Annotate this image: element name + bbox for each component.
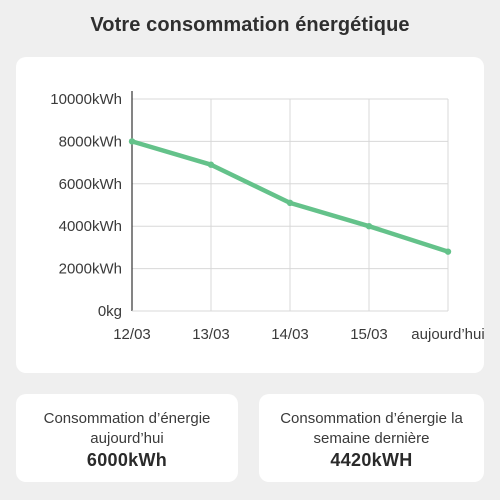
- x-tick-label: 15/03: [350, 326, 388, 343]
- today-consumption-label: Consommation d’énergie aujourd’hui: [43, 410, 211, 447]
- today-consumption-card: Consommation d’énergie aujourd’hui 6000k…: [16, 394, 238, 482]
- data-point: [365, 223, 373, 230]
- y-tick-label: 6000kWh: [59, 176, 122, 193]
- data-point: [286, 199, 294, 207]
- page-title: Votre consommation énergétique: [90, 14, 410, 36]
- y-tick-label: 2000kWh: [59, 261, 122, 278]
- x-tick-label: aujourd’hui: [411, 326, 484, 343]
- data-point: [128, 138, 136, 145]
- today-consumption-value: 6000kWh: [86, 450, 168, 470]
- data-point: [444, 248, 452, 255]
- y-tick-label: 4000kWh: [59, 218, 122, 235]
- data-point: [207, 161, 215, 168]
- y-tick-label: 10000kWh: [50, 91, 122, 108]
- x-tick-label: 14/03: [271, 326, 309, 343]
- y-tick-label: 8000kWh: [59, 133, 122, 150]
- last-week-consumption-label: Consommation d’énergie la semaine derniè…: [280, 410, 463, 447]
- x-tick-label: 12/03: [113, 326, 151, 343]
- last-week-consumption-card: Consommation d’énergie la semaine derniè…: [259, 394, 484, 482]
- consumption-chart-card: 10000kWh 8000kWh 6000kWh 4000kWh 2000kWh 0kg 1…: [16, 57, 484, 373]
- y-tick-label: 0kg: [98, 303, 122, 320]
- last-week-consumption-value: 4420kWH: [330, 450, 413, 470]
- consumption-line-chart: 10000kWh 8000kWh 6000kWh 4000kWh 2000kWh 0kg 1…: [50, 91, 484, 343]
- x-tick-label: 13/03: [192, 326, 230, 343]
